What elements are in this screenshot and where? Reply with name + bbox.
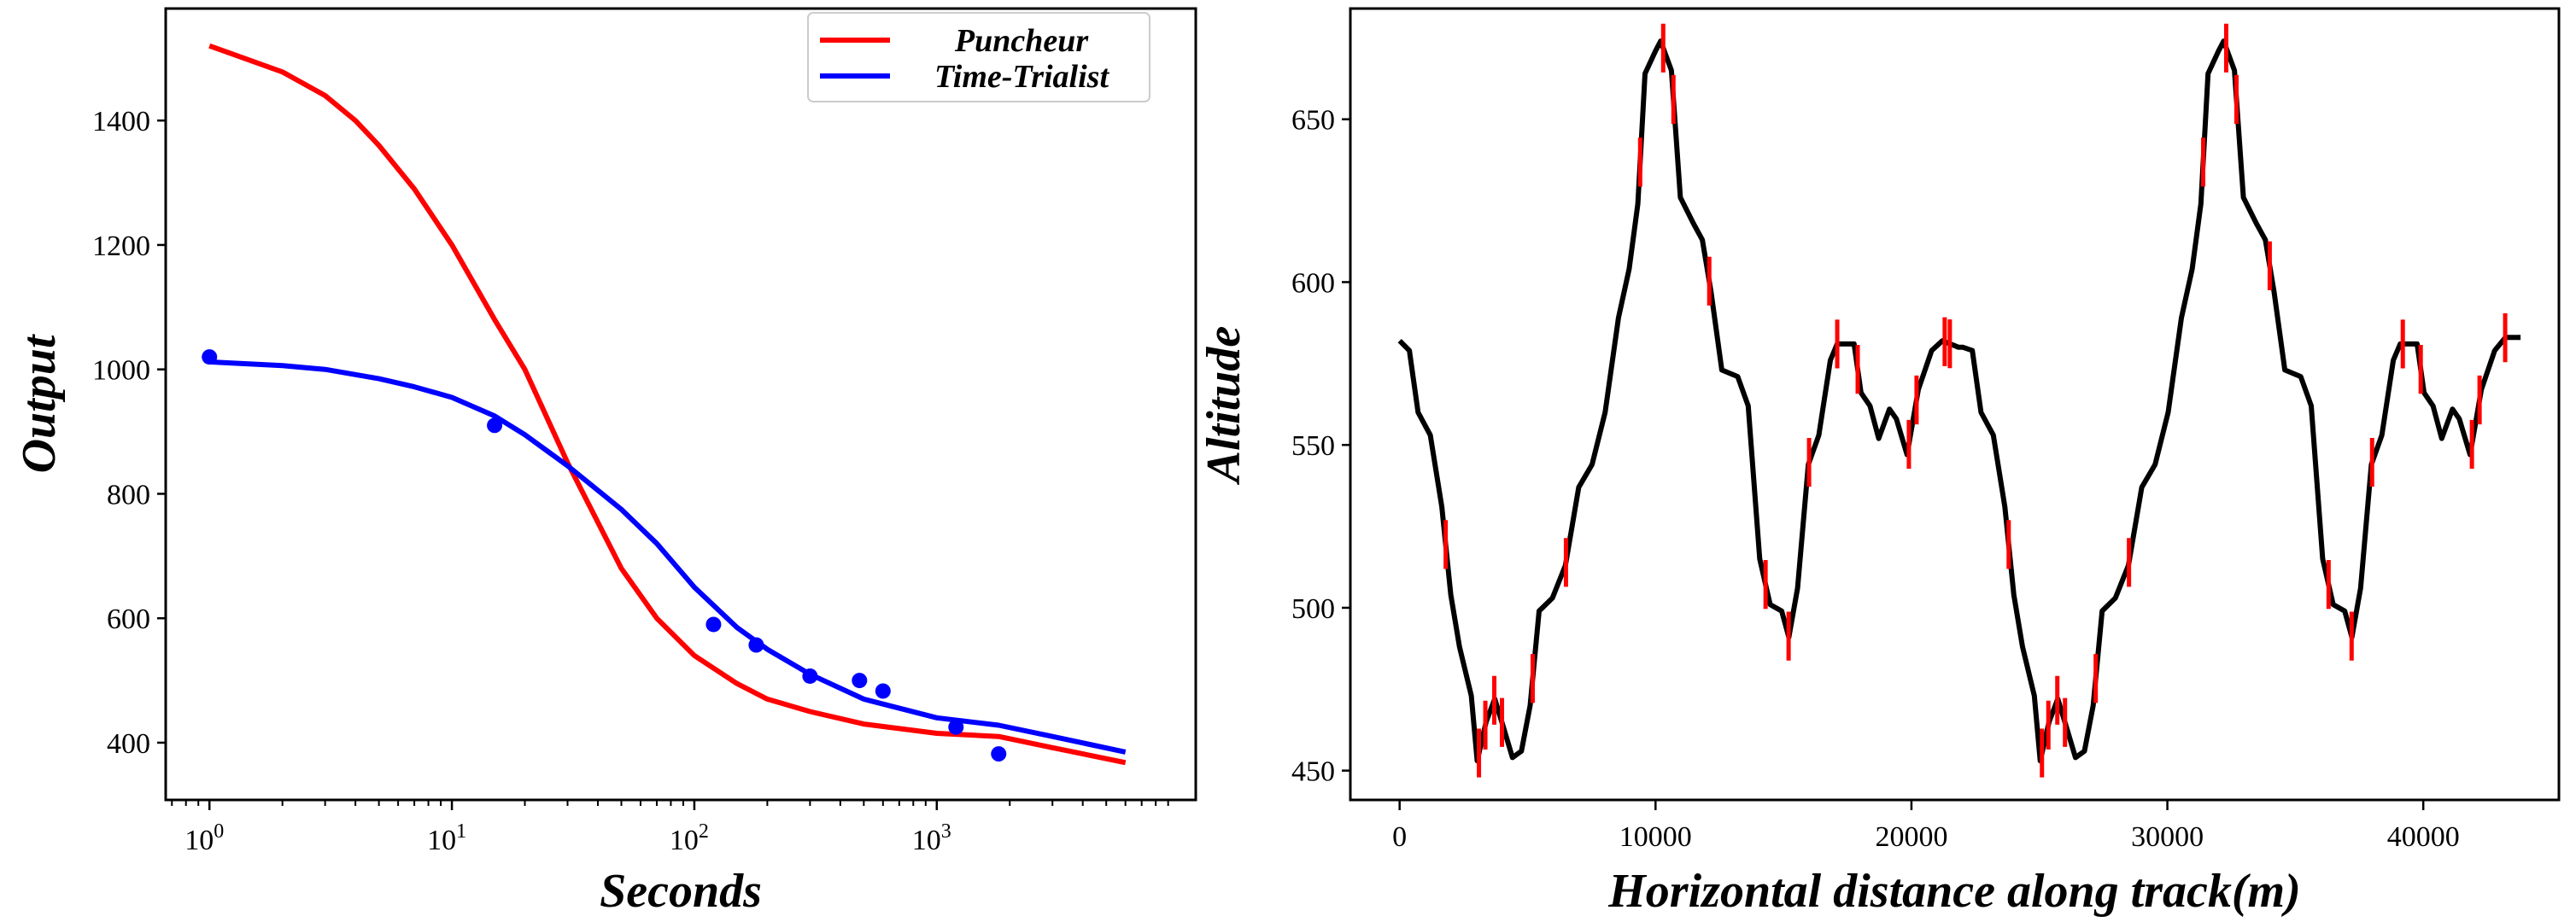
tick-base: 10 (427, 825, 456, 856)
y-tick-label: 550 (1291, 430, 1335, 462)
tick-exponent: 0 (214, 820, 224, 843)
y-tick-label: 650 (1291, 105, 1335, 137)
y-axis-label: Output (13, 334, 66, 473)
y-tick-label: 600 (107, 604, 150, 635)
x-tick-label: 103 (912, 820, 951, 856)
series-line-profile (1397, 38, 2521, 764)
data-point (852, 673, 868, 689)
y-tick-label: 1200 (92, 230, 150, 262)
data-point (748, 637, 764, 653)
tick-exponent: 3 (941, 820, 951, 843)
y-tick-label: 450 (1291, 756, 1335, 788)
y-tick-label: 500 (1291, 593, 1335, 625)
y-axis-label: Altitude (1197, 326, 1250, 486)
x-tick-label: 102 (670, 820, 709, 856)
data-point (991, 746, 1007, 762)
tick-exponent: 2 (699, 820, 709, 843)
y-tick-label: 600 (1291, 267, 1335, 299)
x-tick-label: 30000 (2131, 821, 2204, 853)
x-tick-label: 0 (1392, 821, 1407, 853)
x-tick-label: 20000 (1875, 821, 1947, 853)
data-point (705, 616, 722, 633)
legend (807, 12, 1150, 102)
tick-base: 10 (912, 825, 941, 856)
axes-frame (164, 7, 1197, 802)
x-tick-label: 101 (427, 820, 466, 856)
axes-frame (1349, 7, 2561, 802)
y-tick-label: 1400 (92, 106, 150, 137)
data-point (202, 349, 218, 365)
data-point (802, 668, 818, 684)
x-tick-label: 10000 (1619, 821, 1692, 853)
x-axis-label: Horizontal distance along track(m) (1607, 865, 2301, 918)
y-tick-label: 400 (107, 728, 150, 760)
data-point (875, 683, 891, 699)
y-tick-label: 800 (107, 479, 150, 511)
tick-base: 10 (184, 825, 214, 856)
data-point (948, 719, 964, 735)
series-line-time-trialist (209, 359, 1127, 755)
altitude-profile-chart: 450 500 550 600 650 0 10000 20000 30000 40000 Hori… (1197, 7, 2561, 918)
data-point (487, 417, 503, 434)
series-line-puncheur (208, 43, 1127, 766)
x-tick-label: 100 (184, 820, 224, 856)
legend-label: Time-Trialist (934, 59, 1109, 95)
tick-base: 10 (670, 825, 699, 856)
x-axis-label: Seconds (600, 865, 762, 918)
x-tick-label: 40000 (2387, 821, 2460, 853)
legend-label: Puncheur (954, 23, 1089, 59)
tick-exponent: 1 (456, 820, 466, 843)
y-tick-label: 1000 (92, 355, 150, 387)
